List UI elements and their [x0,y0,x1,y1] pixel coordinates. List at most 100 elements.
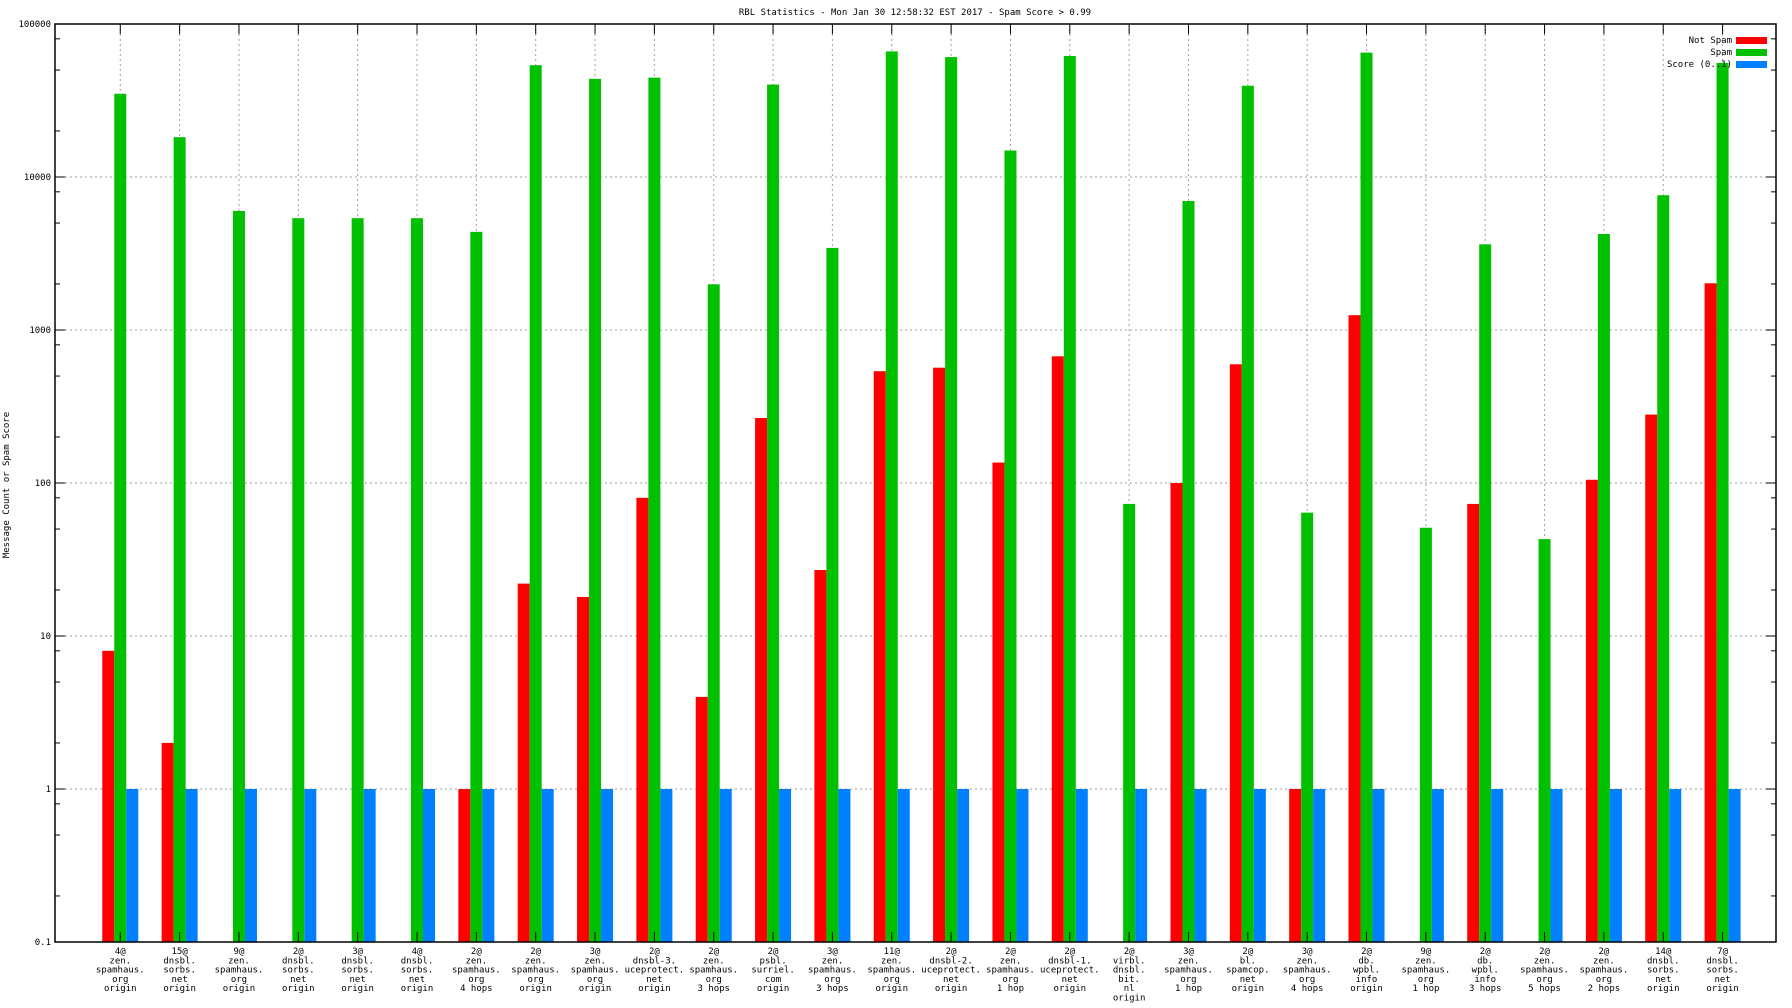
x-tick-label-line: origin [757,984,790,994]
x-tick-label-line: spamhaus. [1401,966,1450,976]
bar-spam [826,247,839,942]
bar-not-spam [814,570,827,942]
x-tick-label: 4@ zen. spamhaus. org origin [96,947,145,994]
x-tick-label-line: origin [579,984,612,994]
x-tick-label-line: 2@ [1005,947,1016,957]
bar-score [838,789,851,942]
bar-score [1550,789,1563,942]
x-tick-label-line: sorbs. [163,966,196,976]
bar-spam [1716,62,1729,942]
x-tick-label: 2@ dnsbl-1. uceprotect. net origin [1040,947,1100,994]
x-tick-label-line: 14@ [1655,947,1672,957]
bar-spam [1597,234,1610,942]
bar-score [1609,789,1622,942]
x-tick-label-line: spamhaus. [1580,966,1629,976]
x-tick-label-line: 4@ [115,947,126,957]
bar-score [126,789,139,942]
x-tick-label-line: zen. [1593,956,1615,966]
x-tick-label: 2@ dnsbl-2. uceprotect. net origin [921,947,981,994]
x-tick-label-line: org [1002,975,1018,985]
bar-spam [1657,195,1670,942]
x-tick-label-line: uceprotect. [1040,966,1100,976]
legend-label: Score (0..1) [1667,60,1732,70]
x-tick-label-line: origin [876,984,909,994]
x-tick-label-line: 2@ [1242,947,1253,957]
x-tick-label-line: org [468,975,484,985]
x-tick-label: 2@ psbl. surriel. com origin [751,947,794,994]
x-tick-label-line: db. [1358,956,1374,966]
x-tick-label: 14@ dnsbl. sorbs. net origin [1647,947,1680,994]
x-tick-label-line: virbl. [1113,956,1146,966]
x-tick-label-line: 3 hops [816,984,849,994]
x-tick-label-line: 3@ [590,947,601,957]
legend-label: Spam [1710,48,1732,58]
bar-spam [1301,512,1314,942]
bars [102,51,1741,943]
x-tick-label-line: dnsbl. [341,956,374,966]
x-tick-label-line: dnsbl-1. [1048,956,1091,966]
x-tick-label-line: zen. [109,956,131,966]
x-tick-label-line: 11@ [884,947,901,957]
x-tick-label: 9@ zen. spamhaus. org origin [215,947,264,994]
x-tick-label-line: uceprotect. [921,966,981,976]
legend-label: Not Spam [1689,36,1732,46]
x-tick-label: 2@ dnsbl-3. uceprotect. net origin [625,947,685,994]
bar-score [541,789,554,942]
bar-not-spam [1467,503,1480,942]
x-tick-label-line: 4 hops [1291,984,1324,994]
bar-not-spam [933,367,946,942]
x-tick-label-line: org [1596,975,1612,985]
legend-swatch [1736,49,1767,56]
x-tick-label-line: dnsbl. [401,956,434,966]
x-tick-label-line: spamhaus. [1520,966,1569,976]
bar-spam [411,218,424,942]
y-tick-label: 1000 [29,326,51,336]
bar-not-spam [517,583,530,942]
chart-title: RBL Statistics - Mon Jan 30 12:58:32 EST… [739,8,1091,18]
x-tick-label-line: spamhaus. [1164,966,1213,976]
x-tick-label: 2@ db. wpbl. info origin [1350,947,1383,994]
x-tick-label-line: zen. [1415,956,1437,966]
x-tick-label-line: uceprotect. [625,966,685,976]
bar-spam [767,84,780,943]
x-tick-label-line: 4@ [412,947,423,957]
x-tick-label-line: spamcop. [1226,966,1269,976]
bar-score [304,789,317,942]
x-tick-label-line: spamhaus. [689,966,738,976]
x-tick-label-line: org [112,975,128,985]
x-tick-label-line: spamhaus. [986,966,1035,976]
x-tick-label: 3@ dnsbl. sorbs. net origin [341,947,374,994]
x-tick-label-line: org [884,975,900,985]
x-tick-label-line: org [528,975,544,985]
x-tick-label-line: origin [519,984,552,994]
x-tick-label-line: net [646,975,662,985]
bar-spam [885,51,898,942]
bar-not-spam [458,789,471,942]
x-tick-label: 2@ db. wpbl. info 3 hops [1469,947,1502,994]
x-tick-label-line: zen. [228,956,250,966]
x-tick-label-line: 2@ [1480,947,1491,957]
x-tick-label-line: net [1655,975,1671,985]
x-tick-label-line: net [1240,975,1256,985]
x-tick-label-line: zen. [881,956,903,966]
x-tick-label: 11@ zen. spamhaus. org origin [867,947,916,994]
x-tick-label-line: wpbl. [1353,966,1380,976]
x-tick-label-line: net [171,975,187,985]
bar-spam [1360,52,1373,942]
bar-score [482,789,495,942]
x-tick-label-line: spamhaus. [452,966,501,976]
x-tick-label-line: nl [1124,984,1135,994]
bar-score [185,789,198,942]
x-tick-label-line: 5 hops [1528,984,1561,994]
x-tick-label-line: origin [1232,984,1265,994]
x-tick-label-line: origin [638,984,671,994]
x-tick-label-line: org [1536,975,1552,985]
x-tick-label-line: 2@ [946,947,957,957]
x-tick-label-line: 2@ [1124,947,1135,957]
x-tick-label-line: 3@ [352,947,363,957]
bar-spam [589,78,602,942]
x-tick-label-line: 7@ [1717,947,1728,957]
x-tick-label-line: net [943,975,959,985]
